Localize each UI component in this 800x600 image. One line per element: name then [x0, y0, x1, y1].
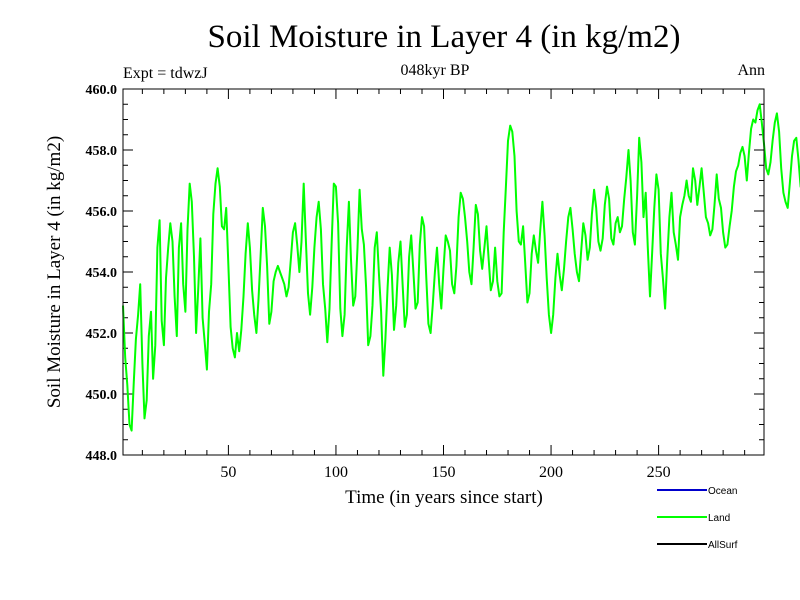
y-tick-label: 458.0: [86, 144, 118, 159]
legend-label-ocean: Ocean: [708, 486, 737, 497]
axis-ticks: [123, 89, 764, 455]
experiment-label: Expt = tdwzJ: [123, 65, 208, 82]
x-tick-label: 250: [647, 464, 671, 481]
chart-subtitle: 048kyr BP: [401, 62, 470, 79]
y-tick-label: 456.0: [86, 205, 118, 220]
y-tick-label: 454.0: [86, 266, 118, 281]
legend-label-allsurf: AllSurf: [708, 540, 738, 551]
series-line-land: [122, 103, 800, 432]
y-tick-label: 452.0: [86, 327, 118, 342]
y-tick-labels: 448.0 450.0 452.0 454.0 456.0 458.0 460.0: [86, 83, 118, 464]
y-tick-label: 450.0: [86, 388, 118, 403]
legend-label-land: Land: [708, 513, 730, 524]
season-label: Ann: [737, 62, 765, 79]
x-tick-label: 50: [220, 464, 236, 481]
chart-title: Soil Moisture in Layer 4 (in kg/m2): [208, 19, 681, 55]
y-axis-label: Soil Moisture in Layer 4 (in kg/m2): [44, 136, 65, 408]
y-tick-label: 448.0: [86, 449, 118, 464]
x-tick-label: 200: [539, 464, 563, 481]
x-tick-label: 100: [324, 464, 348, 481]
plot-frame: [122, 88, 765, 456]
x-tick-label: 150: [432, 464, 456, 481]
legend: Ocean Land AllSurf: [657, 486, 738, 551]
x-tick-labels: 50 100 150 200 250: [220, 464, 670, 481]
y-tick-label: 460.0: [86, 83, 118, 98]
x-axis-label: Time (in years since start): [345, 487, 543, 508]
